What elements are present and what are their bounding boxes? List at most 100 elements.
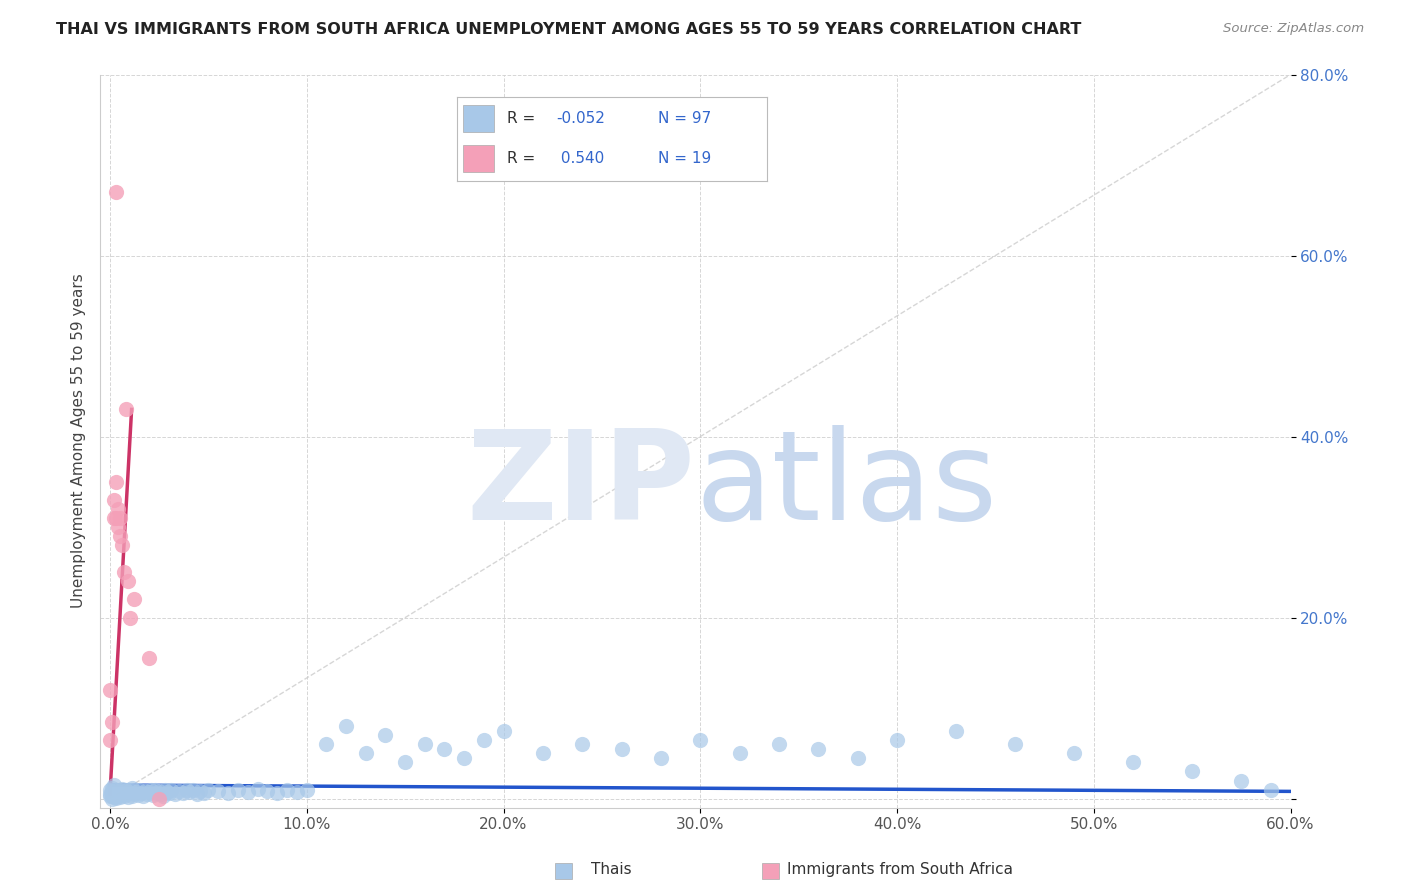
Point: [132, 789, 155, 803]
Point: [111, 788, 134, 802]
Point: [138, 651, 160, 665]
Point: [728, 747, 751, 761]
Point: [846, 751, 869, 765]
Point: [101, 789, 124, 803]
Point: [104, 783, 127, 797]
Point: [114, 787, 136, 801]
Point: [354, 747, 377, 761]
Point: [335, 719, 357, 733]
Point: [256, 784, 278, 798]
Point: [276, 783, 298, 797]
Point: [112, 784, 135, 798]
Point: [266, 786, 288, 800]
Point: [374, 728, 396, 742]
Point: [112, 789, 135, 803]
Point: [177, 785, 200, 799]
Point: [148, 791, 170, 805]
Point: [111, 538, 134, 552]
Point: [101, 791, 124, 805]
Point: [492, 723, 515, 738]
Point: [453, 751, 475, 765]
Point: [197, 782, 219, 797]
Point: [108, 786, 131, 800]
Point: [1181, 764, 1204, 779]
Point: [142, 788, 165, 802]
Point: [689, 732, 711, 747]
Point: [150, 787, 173, 801]
Point: [1063, 747, 1085, 761]
Point: [295, 782, 318, 797]
Point: [128, 783, 150, 797]
Point: [146, 786, 169, 800]
Point: [571, 737, 593, 751]
Point: [107, 502, 129, 516]
Point: [531, 747, 554, 761]
Point: [118, 783, 141, 797]
Point: [108, 529, 131, 543]
Text: ZIP: ZIP: [467, 425, 696, 546]
Point: [118, 786, 141, 800]
Point: [207, 784, 229, 798]
Point: [122, 787, 145, 801]
Y-axis label: Unemployment Among Ages 55 to 59 years: Unemployment Among Ages 55 to 59 years: [72, 274, 86, 608]
Point: [117, 789, 139, 804]
Point: [108, 789, 131, 804]
Point: [122, 592, 145, 607]
Point: [236, 785, 259, 799]
Point: [472, 732, 495, 747]
Point: [117, 574, 139, 589]
Point: [193, 786, 215, 800]
Point: [136, 787, 159, 801]
Point: [124, 785, 146, 799]
Point: [394, 756, 416, 770]
Point: [103, 492, 125, 507]
Point: [172, 786, 194, 800]
Point: [118, 610, 141, 624]
Point: [315, 737, 337, 751]
Point: [285, 785, 308, 799]
Point: [98, 789, 121, 803]
Text: Thais: Thais: [591, 863, 631, 877]
Point: [156, 785, 179, 799]
Point: [104, 788, 127, 802]
Point: [152, 789, 174, 803]
Point: [217, 786, 239, 800]
Point: [108, 782, 131, 797]
Point: [160, 783, 183, 797]
Point: [1122, 756, 1144, 770]
Point: [121, 780, 143, 795]
Point: [143, 783, 166, 797]
Point: [98, 782, 121, 797]
Point: [101, 714, 124, 729]
Point: [101, 780, 124, 795]
Point: [181, 783, 204, 797]
Point: [1260, 782, 1282, 797]
Text: THAI VS IMMIGRANTS FROM SOUTH AFRICA UNEMPLOYMENT AMONG AGES 55 TO 59 YEARS CORR: THAI VS IMMIGRANTS FROM SOUTH AFRICA UNE…: [56, 22, 1081, 37]
Text: Source: ZipAtlas.com: Source: ZipAtlas.com: [1223, 22, 1364, 36]
Point: [131, 786, 153, 800]
Point: [98, 683, 121, 698]
Point: [163, 787, 186, 801]
Point: [186, 787, 208, 801]
Point: [103, 778, 125, 792]
Point: [433, 742, 456, 756]
Point: [768, 737, 790, 751]
Point: [807, 742, 830, 756]
Point: [610, 742, 633, 756]
Point: [157, 786, 180, 800]
Point: [104, 790, 127, 805]
Point: [246, 781, 269, 796]
Point: [153, 782, 176, 797]
Point: [107, 785, 129, 799]
Point: [112, 566, 135, 580]
Point: [1004, 737, 1026, 751]
Point: [886, 732, 908, 747]
Point: [103, 786, 125, 800]
Point: [104, 511, 127, 525]
Point: [117, 785, 139, 799]
Point: [114, 402, 136, 417]
Point: [167, 784, 190, 798]
Point: [111, 781, 134, 796]
Point: [114, 782, 136, 797]
Point: [103, 789, 125, 804]
